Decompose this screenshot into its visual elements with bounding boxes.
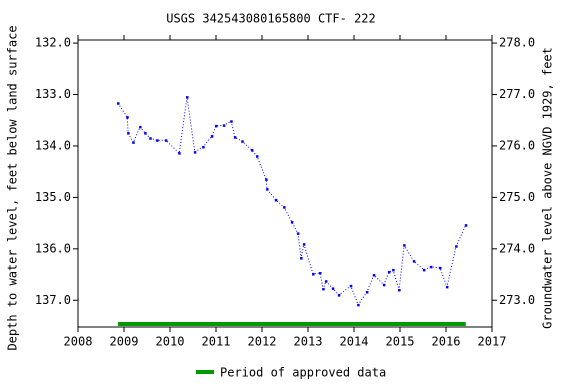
data-point bbox=[337, 294, 341, 297]
data-point bbox=[290, 221, 294, 224]
data-point bbox=[250, 149, 254, 152]
data-point bbox=[387, 270, 391, 274]
data-point bbox=[265, 178, 268, 181]
data-point bbox=[398, 288, 401, 292]
y-tick-label: 134.0 bbox=[35, 138, 71, 152]
y2-tick-label: 274.0 bbox=[499, 241, 535, 255]
data-point bbox=[324, 280, 328, 283]
data-point bbox=[156, 139, 159, 142]
data-point bbox=[296, 232, 300, 235]
y2-tick-label: 277.0 bbox=[499, 87, 535, 101]
plot-frame bbox=[77, 39, 493, 328]
y2-tick-label: 276.0 bbox=[499, 138, 535, 152]
data-point bbox=[210, 135, 214, 138]
data-point bbox=[230, 120, 233, 123]
x-tick-label: 2011 bbox=[202, 335, 231, 349]
data-point bbox=[139, 125, 142, 129]
data-point bbox=[302, 243, 306, 246]
data-point bbox=[274, 198, 278, 202]
x-tick-label: 2017 bbox=[478, 335, 507, 349]
x-tick-label: 2010 bbox=[156, 335, 185, 349]
data-point bbox=[186, 96, 189, 99]
data-point bbox=[318, 271, 322, 275]
legend-label: Period of approved data bbox=[220, 366, 386, 380]
data-point bbox=[233, 136, 237, 139]
y-tick-label: 133.0 bbox=[35, 87, 71, 101]
data-line bbox=[117, 97, 467, 306]
y2-tick-label: 278.0 bbox=[499, 36, 535, 50]
data-point bbox=[178, 152, 181, 155]
data-point bbox=[255, 155, 259, 158]
data-point bbox=[382, 283, 386, 287]
x-tick-label: 2009 bbox=[110, 335, 139, 349]
data-point bbox=[357, 303, 360, 307]
data-point bbox=[464, 224, 468, 227]
x-tick-label: 2008 bbox=[64, 335, 93, 349]
data-point bbox=[365, 291, 369, 294]
data-point bbox=[127, 132, 130, 135]
x-tick-label: 2014 bbox=[340, 335, 369, 349]
x-tick-label: 2016 bbox=[432, 335, 461, 349]
data-point bbox=[283, 206, 286, 209]
data-point bbox=[403, 244, 406, 247]
data-point bbox=[117, 102, 120, 105]
y2-tick-label: 275.0 bbox=[499, 190, 535, 204]
data-point bbox=[445, 285, 449, 289]
data-point bbox=[429, 265, 433, 269]
data-point bbox=[193, 151, 197, 154]
data-point bbox=[132, 141, 135, 144]
data-point bbox=[164, 139, 168, 142]
y-tick-label: 132.0 bbox=[35, 36, 71, 50]
data-point bbox=[392, 268, 395, 272]
data-point bbox=[144, 132, 147, 135]
data-point bbox=[322, 287, 325, 291]
y2-tick-label: 273.0 bbox=[499, 293, 535, 307]
data-point bbox=[312, 273, 315, 276]
y-tick-label: 137.0 bbox=[35, 293, 71, 307]
data-point bbox=[422, 268, 426, 272]
data-point bbox=[149, 137, 152, 140]
data-point bbox=[222, 124, 226, 127]
y-tick-label: 135.0 bbox=[35, 190, 71, 204]
x-tick-label: 2015 bbox=[386, 335, 415, 349]
data-point bbox=[349, 284, 353, 288]
x-tick-label: 2012 bbox=[248, 335, 277, 349]
y2-axis-label: Groundwater level above NGVD 1929, feet bbox=[541, 47, 555, 329]
data-point bbox=[331, 287, 335, 290]
chart-title: USGS 342543080165800 CTF- 222 bbox=[166, 12, 376, 26]
x-tick-label: 2013 bbox=[294, 335, 323, 349]
data-point bbox=[202, 145, 205, 149]
data-point bbox=[241, 140, 244, 143]
data-point bbox=[215, 124, 218, 128]
data-point bbox=[439, 266, 442, 270]
data-point bbox=[455, 245, 458, 248]
data-point bbox=[412, 260, 416, 263]
y-axis-label: Depth to water level, feet below land su… bbox=[6, 25, 20, 350]
data-point bbox=[300, 257, 303, 260]
data-point bbox=[266, 188, 269, 191]
data-point bbox=[372, 274, 376, 277]
data-point bbox=[126, 116, 129, 119]
y-tick-label: 136.0 bbox=[35, 241, 71, 255]
